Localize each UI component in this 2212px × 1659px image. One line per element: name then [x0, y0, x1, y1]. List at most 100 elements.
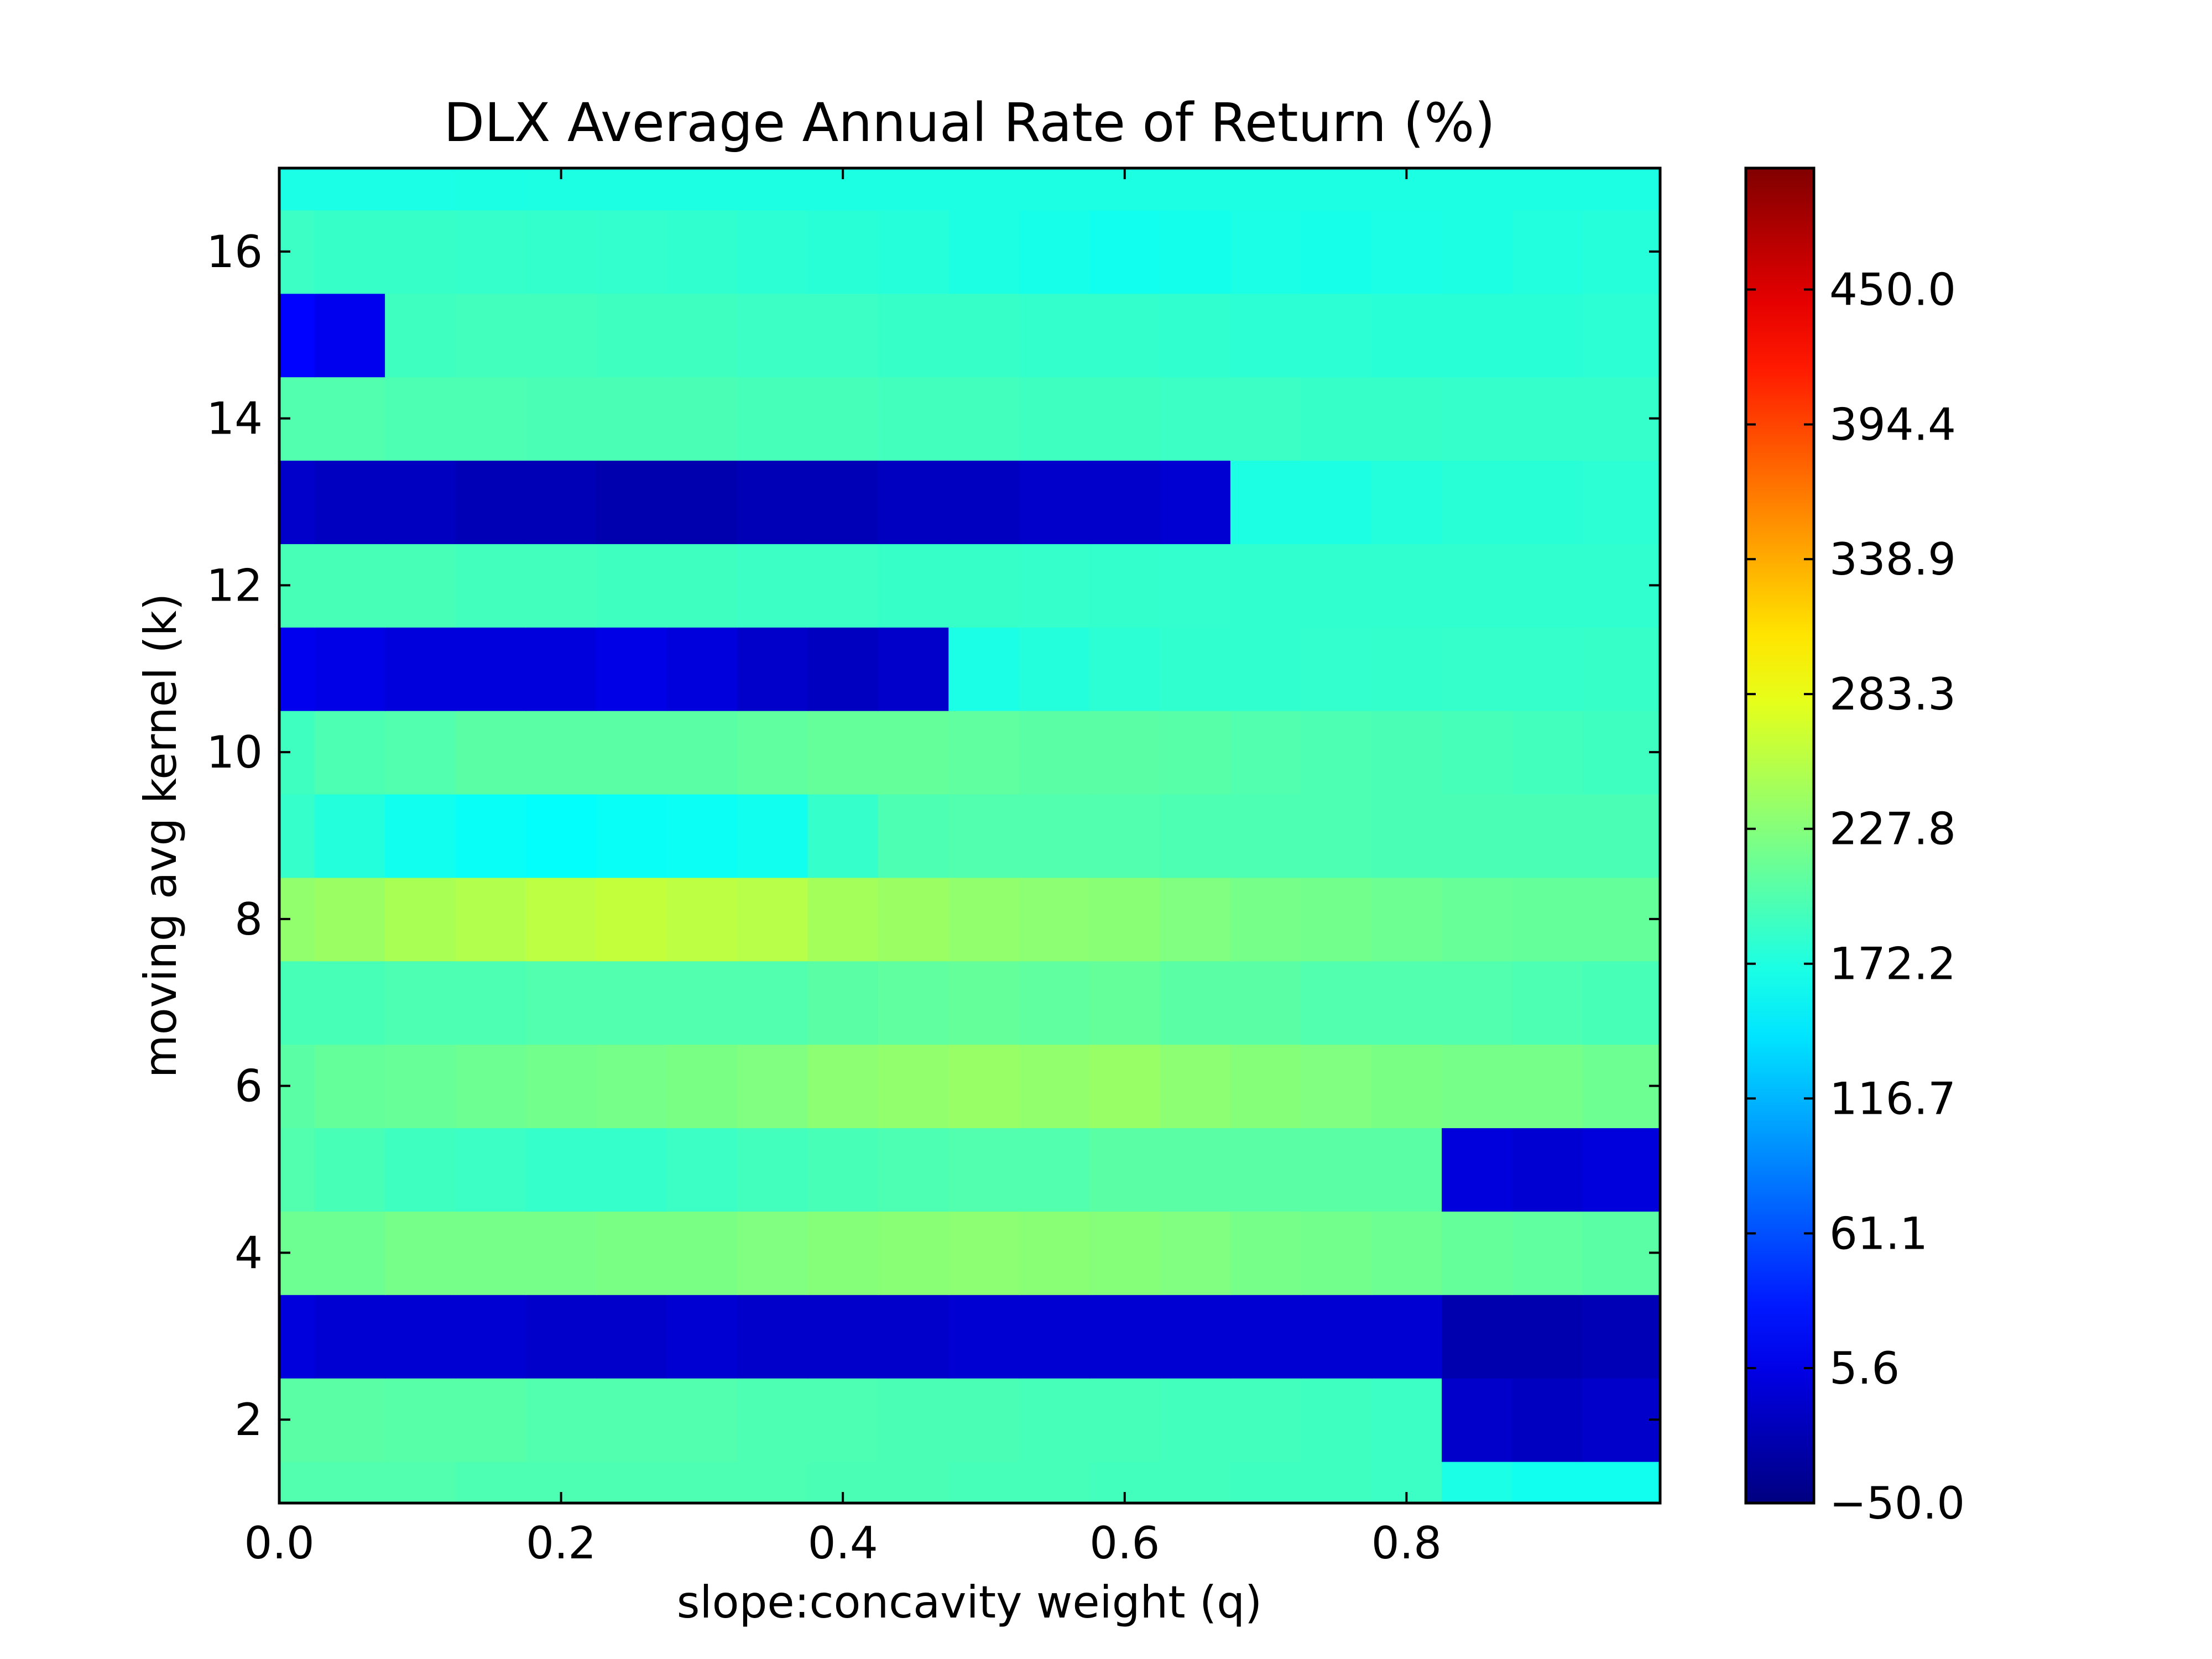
heatmap-cell: [1442, 710, 1513, 795]
heatmap-cell: [1301, 961, 1372, 1045]
heatmap-cell: [1512, 877, 1583, 962]
heatmap-cell: [1230, 1211, 1302, 1295]
heatmap-cell: [1089, 377, 1161, 461]
heatmap-cell: [279, 1294, 315, 1379]
heatmap-cell: [737, 1211, 808, 1295]
heatmap-cell: [1582, 377, 1660, 461]
heatmap-cell: [807, 460, 879, 544]
heatmap-cell: [1512, 961, 1583, 1045]
heatmap-surface: [279, 168, 1660, 1503]
heatmap-cell: [948, 293, 1020, 378]
heatmap-cell: [455, 168, 526, 211]
heatmap-cell: [1512, 1378, 1583, 1462]
heatmap-cell: [1089, 961, 1161, 1045]
heatmap-cell: [385, 168, 456, 211]
heatmap-cell: [1301, 1211, 1372, 1295]
heatmap-cell: [878, 627, 950, 711]
heatmap-cell: [1160, 1211, 1231, 1295]
heatmap-cell: [1089, 460, 1161, 544]
heatmap-cell: [1371, 1044, 1443, 1129]
heatmap-cell: [948, 961, 1020, 1045]
heatmap-cell: [737, 293, 808, 378]
heatmap-cell: [385, 877, 456, 962]
chart-title: DLX Average Annual Rate of Return (%): [444, 92, 1495, 154]
colorbar-gradient: [1744, 166, 1815, 1505]
heatmap-cell: [666, 377, 738, 461]
heatmap-cell: [1371, 1294, 1443, 1379]
y-tick-label: 4: [234, 1227, 263, 1279]
x-tick-label: 0.6: [1089, 1517, 1160, 1569]
heatmap-cell: [1089, 794, 1161, 878]
heatmap-cell: [455, 1461, 526, 1503]
heatmap-cell: [948, 877, 1020, 962]
heatmap-cell: [948, 168, 1020, 211]
heatmap-cell: [737, 1044, 808, 1129]
heatmap-cell: [1089, 1294, 1161, 1379]
heatmap-cell: [1019, 1044, 1091, 1129]
y-tick-label: 14: [206, 393, 263, 445]
heatmap-cell: [1371, 794, 1443, 878]
heatmap-cell: [1512, 1044, 1583, 1129]
heatmap-cell: [666, 961, 738, 1045]
heatmap-cell: [1582, 460, 1660, 544]
heatmap-cell: [455, 377, 526, 461]
heatmap-cell: [1160, 460, 1231, 544]
heatmap-cell: [666, 710, 738, 795]
heatmap-cell: [1089, 1128, 1161, 1212]
heatmap-cell: [314, 627, 386, 711]
heatmap-cell: [1512, 1128, 1583, 1212]
heatmap-cell: [666, 877, 738, 962]
heatmap-cell: [1301, 710, 1372, 795]
heatmap-cell: [1582, 710, 1660, 795]
heatmap-cell: [1230, 543, 1302, 628]
heatmap-cell: [1582, 794, 1660, 878]
heatmap-cell: [1371, 961, 1443, 1045]
heatmap-cell: [1442, 1294, 1513, 1379]
heatmap-cell: [1230, 1378, 1302, 1462]
x-axis: 0.0 0.2 0.4 0.6 0.8: [244, 168, 1442, 1569]
heatmap-cell: [878, 877, 950, 962]
heatmap-cell: [596, 1378, 667, 1462]
heatmap-cell: [737, 210, 808, 294]
heatmap-cell: [1160, 210, 1231, 294]
heatmap-cell: [385, 210, 456, 294]
heatmap-cell: [1512, 1294, 1583, 1379]
colorbar-tick-label: −50.0: [1829, 1478, 1965, 1529]
heatmap-cell: [1019, 794, 1091, 878]
heatmap-cell: [1160, 877, 1231, 962]
heatmap-cell: [1512, 543, 1583, 628]
heatmap-cell: [1371, 1128, 1443, 1212]
heatmap-cell: [1301, 168, 1372, 211]
heatmap-cell: [596, 210, 667, 294]
heatmap-cell: [1371, 460, 1443, 544]
heatmap-cell: [1160, 961, 1231, 1045]
x-axis-label: slope:concavity weight (q): [677, 1577, 1262, 1628]
heatmap-cell: [948, 460, 1020, 544]
heatmap-cell: [1582, 1378, 1660, 1462]
heatmap-cell: [314, 1378, 386, 1462]
heatmap-cell: [455, 627, 526, 711]
y-tick-label: 8: [234, 894, 263, 945]
heatmap-cell: [1089, 877, 1161, 962]
heatmap-cell: [596, 627, 667, 711]
heatmap-cell: [455, 877, 526, 962]
heatmap-cell: [279, 627, 315, 711]
heatmap-cell: [1442, 1211, 1513, 1295]
heatmap-cell: [878, 460, 950, 544]
heatmap-cell: [807, 1044, 879, 1129]
heatmap-cell: [1089, 543, 1161, 628]
heatmap-cell: [1019, 1461, 1091, 1503]
heatmap-cell: [314, 210, 386, 294]
heatmap-cell: [1512, 1211, 1583, 1295]
heatmap-cell: [455, 710, 526, 795]
heatmap-cell: [948, 377, 1020, 461]
heatmap-cell: [314, 377, 386, 461]
heatmap-cell: [596, 460, 667, 544]
heatmap-cell: [385, 710, 456, 795]
heatmap-cell: [948, 1044, 1020, 1129]
heatmap-cell: [807, 210, 879, 294]
heatmap-cell: [525, 877, 597, 962]
heatmap-cell: [666, 1461, 738, 1503]
y-tick-label: 2: [234, 1394, 263, 1446]
